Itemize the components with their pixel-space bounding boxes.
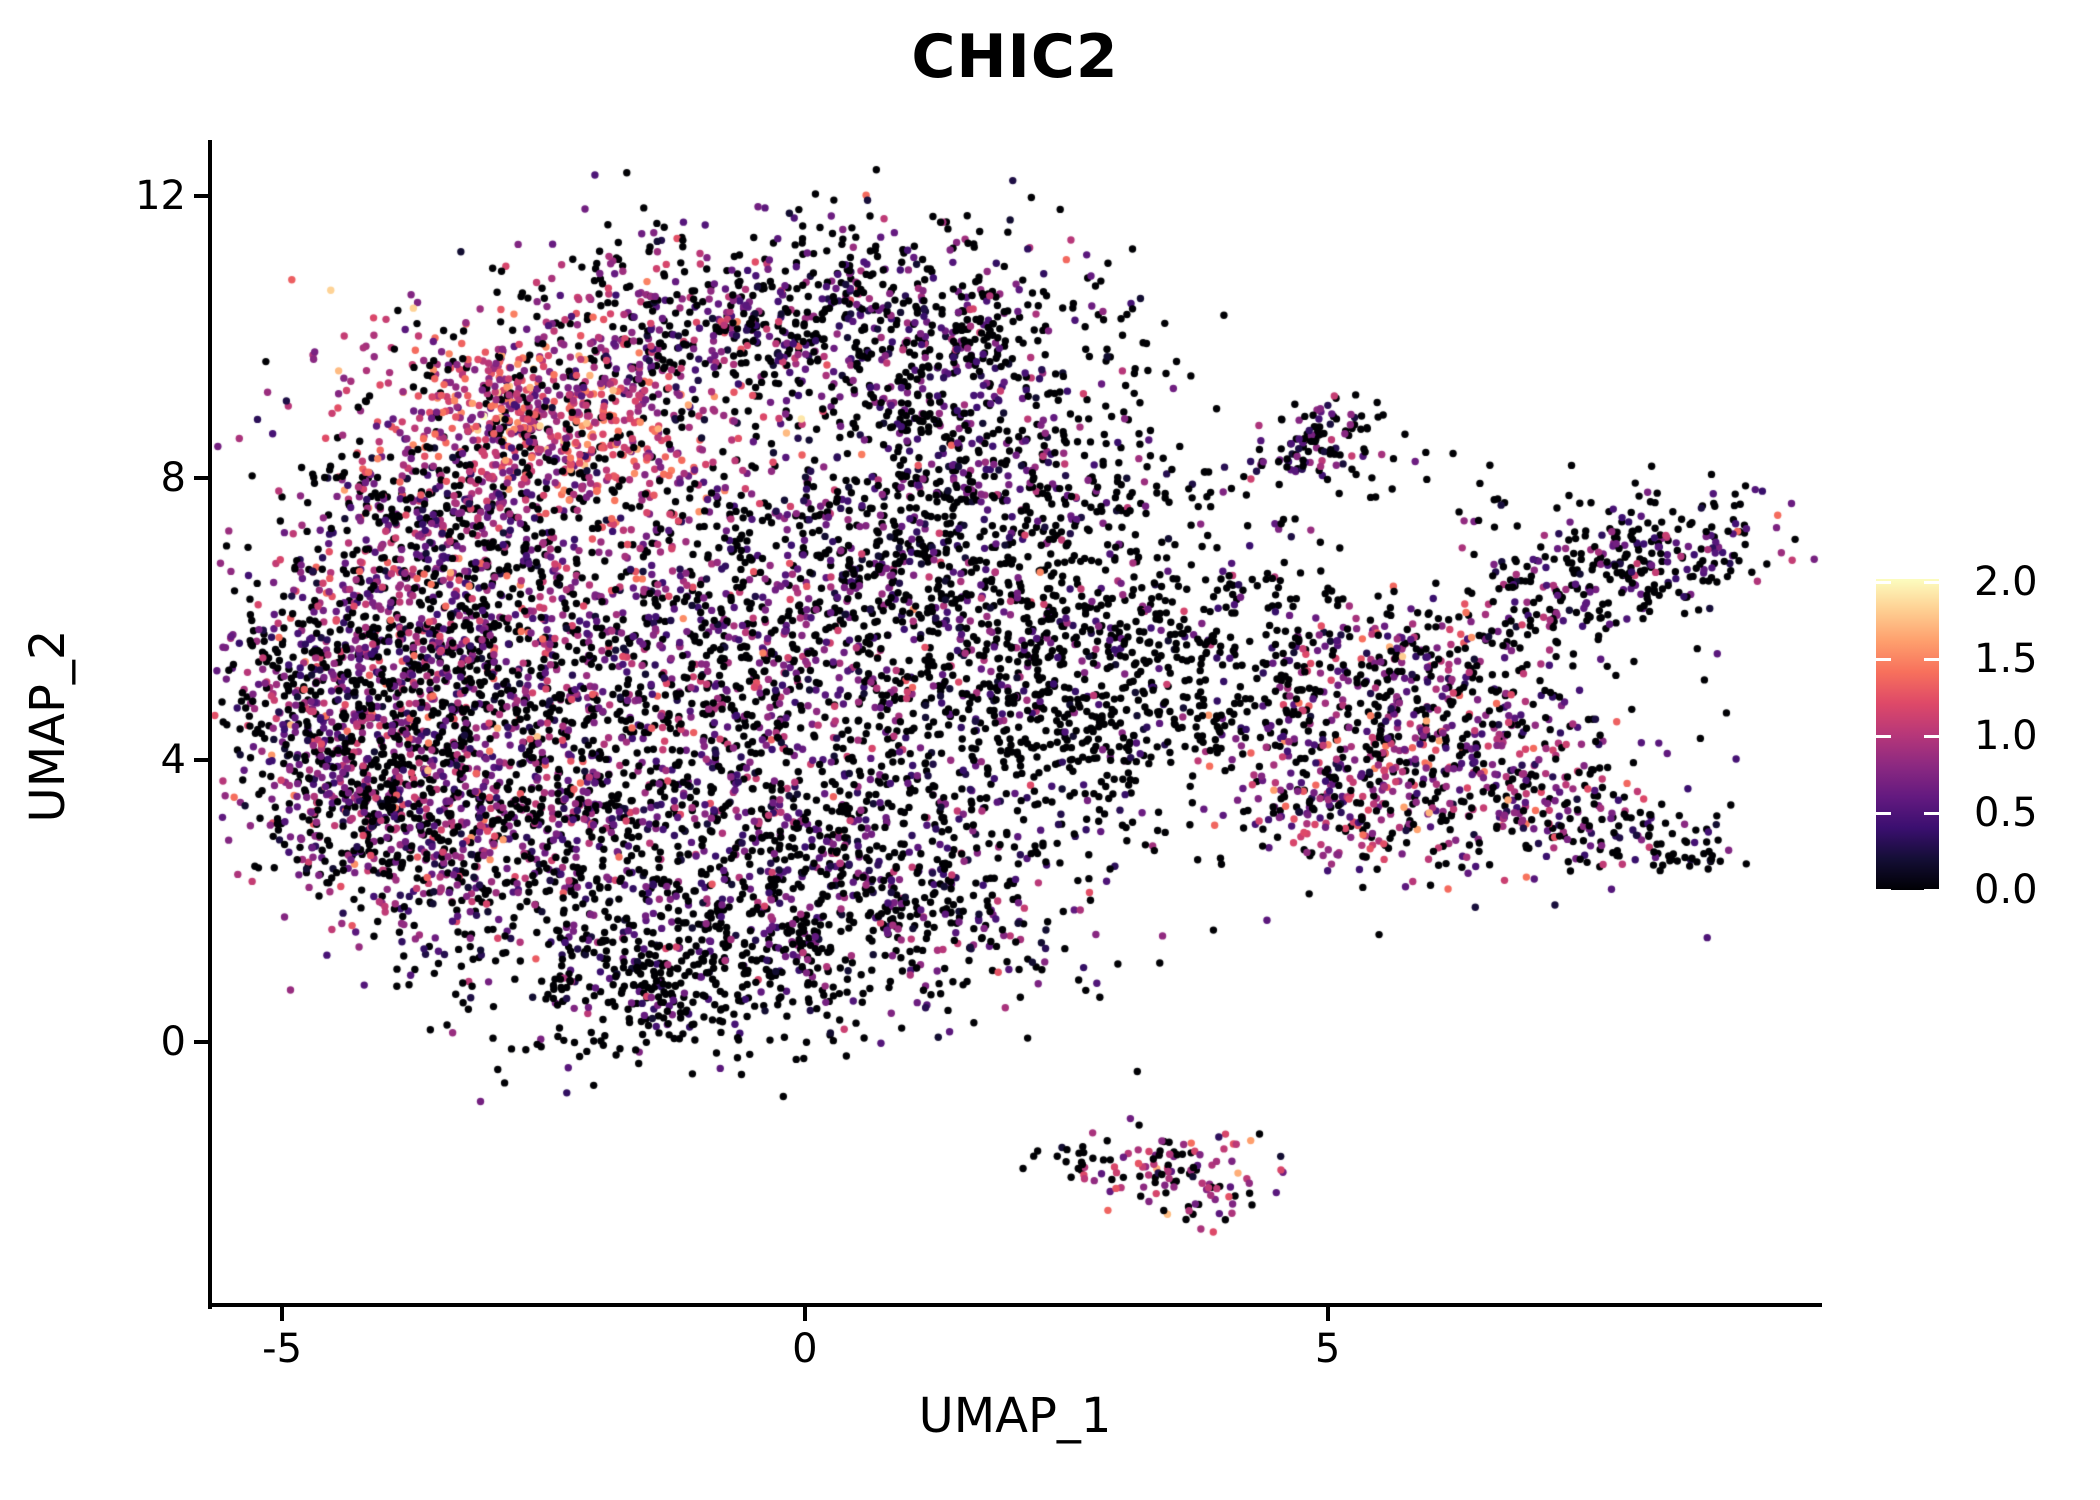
colorbar-tick-mark — [1876, 734, 1891, 738]
colorbar-tick-label: 1.0 — [1974, 713, 2038, 760]
colorbar-tick-mark — [1924, 657, 1939, 661]
colorbar-tick-label: 0.0 — [1974, 867, 2038, 913]
x-axis-line — [208, 1303, 1822, 1307]
plot-area — [210, 140, 1820, 1305]
expression-colorbar — [1876, 579, 1939, 890]
colorbar-tick-label: 1.5 — [1974, 636, 2038, 683]
umap-scatter-canvas — [210, 140, 1820, 1305]
y-axis-title: UMAP_2 — [20, 629, 76, 823]
y-tick-mark — [194, 193, 208, 198]
colorbar-tick-mark — [1924, 888, 1939, 892]
colorbar-tick-mark — [1876, 888, 1891, 892]
y-tick-mark — [194, 475, 208, 480]
colorbar-tick-mark — [1876, 580, 1891, 584]
y-tick-label: 4 — [160, 736, 186, 783]
colorbar-tick-mark — [1924, 580, 1939, 584]
x-tick-mark — [1325, 1307, 1330, 1321]
colorbar-tick-mark — [1876, 811, 1891, 815]
y-tick-mark — [194, 1039, 208, 1044]
colorbar-tick-mark — [1876, 657, 1891, 661]
x-tick-label: 5 — [1314, 1326, 1341, 1372]
colorbar-tick-label: 2.0 — [1974, 559, 2038, 606]
y-tick-label: 12 — [135, 172, 186, 219]
y-tick-label: 0 — [160, 1018, 186, 1065]
y-axis-line — [208, 140, 212, 1309]
colorbar-tick-mark — [1924, 811, 1939, 815]
plot-title: CHIC2 — [911, 22, 1119, 92]
colorbar-tick-mark — [1924, 734, 1939, 738]
x-tick-mark — [802, 1307, 807, 1321]
x-tick-label: 0 — [792, 1326, 818, 1372]
colorbar-tick-label: 0.5 — [1974, 790, 2038, 837]
x-tick-mark — [280, 1307, 285, 1321]
y-tick-mark — [194, 757, 208, 762]
x-tick-label: -5 — [262, 1326, 303, 1372]
y-tick-label: 8 — [160, 454, 186, 501]
x-axis-title: UMAP_1 — [918, 1388, 1112, 1444]
